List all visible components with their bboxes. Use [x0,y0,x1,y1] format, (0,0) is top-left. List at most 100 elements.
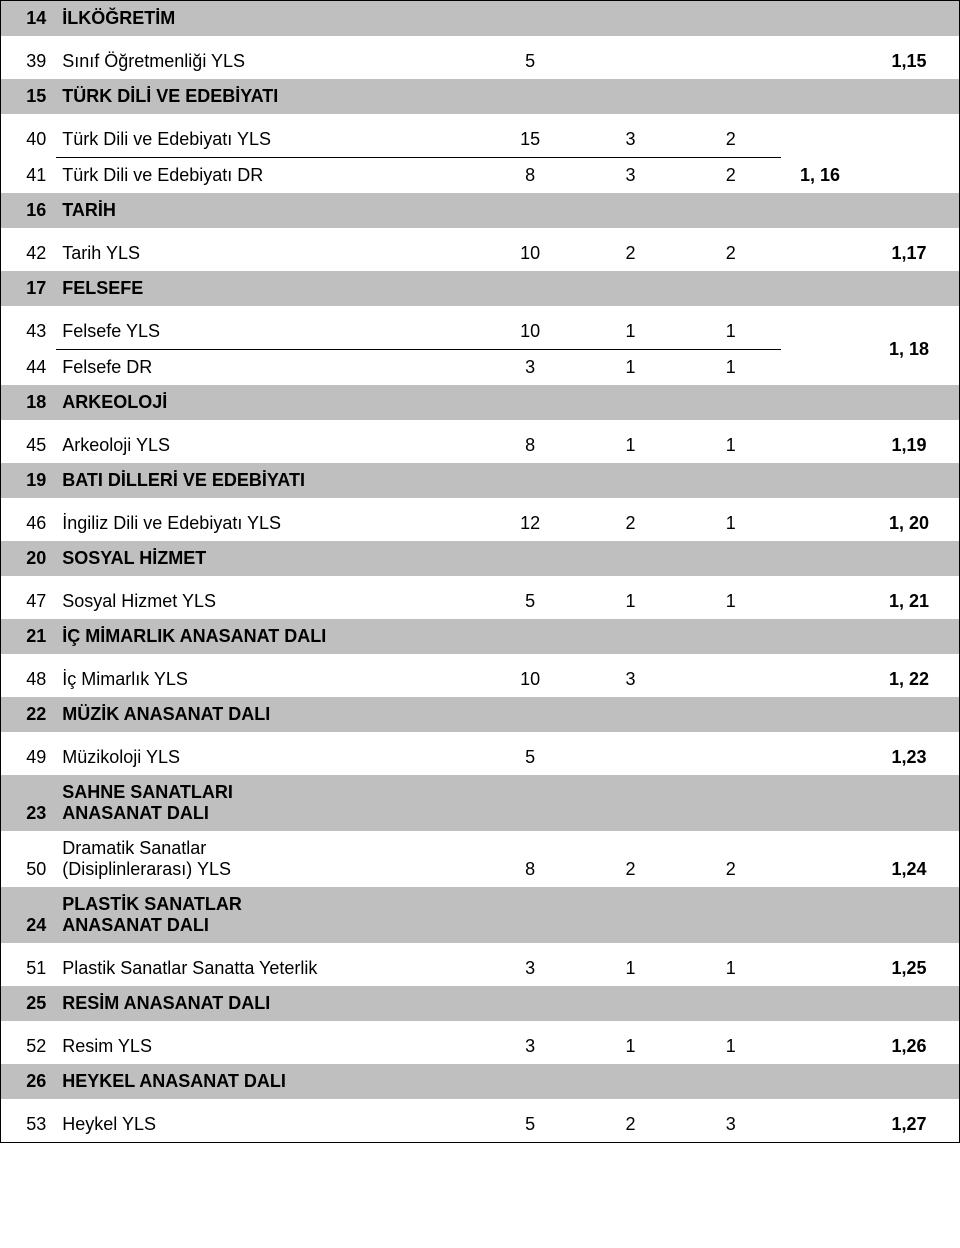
section-header: 24 PLASTİK SANATLAR ANASANAT DALI [1,887,960,943]
section-header: 19 BATI DİLLERİ VE EDEBİYATI [1,463,960,498]
row-v5: 1,15 [859,44,959,79]
row-name: İç Mimarlık YLS [56,662,480,697]
section-num: 15 [1,79,57,114]
row-num: 46 [1,506,57,541]
row-v5: 1,17 [859,236,959,271]
row-num: 43 [1,314,57,350]
row-num: 49 [1,740,57,775]
section-num: 20 [1,541,57,576]
row-v3: 2 [681,122,781,158]
row-v1: 10 [480,314,580,350]
section-title: TÜRK DİLİ VE EDEBİYATI [56,79,959,114]
row-v2: 3 [580,662,680,697]
row-v2: 3 [580,122,680,158]
table-row: 39 Sınıf Öğretmenliği YLS 5 1,15 [1,44,960,79]
row-name: Sosyal Hizmet YLS [56,584,480,619]
table-row: 46 İngiliz Dili ve Edebiyatı YLS 12 2 1 … [1,506,960,541]
section-header: 22 MÜZİK ANASANAT DALI [1,697,960,732]
row-v3: 3 [681,1107,781,1143]
row-num: 39 [1,44,57,79]
row-v2: 3 [580,158,680,194]
table-row: 40 Türk Dili ve Edebiyatı YLS 15 3 2 [1,122,960,158]
section-title: TARİH [56,193,959,228]
row-v1: 8 [480,428,580,463]
row-v1: 10 [480,236,580,271]
row-v3: 1 [681,314,781,350]
row-num: 51 [1,951,57,986]
row-v2: 1 [580,314,680,350]
row-num: 53 [1,1107,57,1143]
row-v3: 1 [681,506,781,541]
row-v2: 2 [580,236,680,271]
row-num: 48 [1,662,57,697]
row-v1: 10 [480,662,580,697]
row-v3: 2 [681,831,781,887]
section-header: 21 İÇ MİMARLIK ANASANAT DALI [1,619,960,654]
row-v5: 1,26 [859,1029,959,1064]
row-v2 [580,44,680,79]
row-v1: 3 [480,951,580,986]
row-v3 [681,44,781,79]
row-v5 [859,122,959,193]
row-num: 40 [1,122,57,158]
row-v1: 8 [480,158,580,194]
row-v3 [681,662,781,697]
section-header: 16 TARİH [1,193,960,228]
row-num: 47 [1,584,57,619]
row-num: 50 [1,831,57,887]
section-title: MÜZİK ANASANAT DALI [56,697,959,732]
row-v2: 1 [580,951,680,986]
row-name: Tarih YLS [56,236,480,271]
section-title: BATI DİLLERİ VE EDEBİYATI [56,463,959,498]
table-row: 43 Felsefe YLS 10 1 1 1, 18 [1,314,960,350]
row-v5: 1,25 [859,951,959,986]
table-row: 42 Tarih YLS 10 2 2 1,17 [1,236,960,271]
row-num: 52 [1,1029,57,1064]
section-title: SAHNE SANATLARI ANASANAT DALI [56,775,959,831]
row-v5: 1,19 [859,428,959,463]
row-v5: 1,23 [859,740,959,775]
section-num: 17 [1,271,57,306]
section-title: RESİM ANASANAT DALI [56,986,959,1021]
row-v3: 2 [681,158,781,194]
row-v3: 1 [681,350,781,386]
row-v1: 5 [480,1107,580,1143]
section-title: SOSYAL HİZMET [56,541,959,576]
section-num: 16 [1,193,57,228]
section-header: 20 SOSYAL HİZMET [1,541,960,576]
row-name: Felsefe DR [56,350,480,386]
row-v3: 1 [681,1029,781,1064]
table-row: 44 Felsefe DR 3 1 1 [1,350,960,386]
row-num: 41 [1,158,57,194]
section-num: 24 [1,887,57,943]
section-num: 22 [1,697,57,732]
section-header: 18 ARKEOLOJİ [1,385,960,420]
section-title: PLASTİK SANATLAR ANASANAT DALI [56,887,959,943]
row-v2 [580,740,680,775]
row-v3: 1 [681,951,781,986]
section-title: HEYKEL ANASANAT DALI [56,1064,959,1099]
section-num: 26 [1,1064,57,1099]
row-name: İngiliz Dili ve Edebiyatı YLS [56,506,480,541]
section-title: ARKEOLOJİ [56,385,959,420]
table-row: 51 Plastik Sanatlar Sanatta Yeterlik 3 1… [1,951,960,986]
table-row: 53 Heykel YLS 5 2 3 1,27 [1,1107,960,1143]
row-v4 [781,44,859,79]
table-row: 50 Dramatik Sanatlar (Disiplinlerarası) … [1,831,960,887]
row-v2: 1 [580,584,680,619]
row-v3 [681,740,781,775]
row-v2: 1 [580,428,680,463]
program-table: 14 İLKÖĞRETİM 39 Sınıf Öğretmenliği YLS … [0,0,960,1143]
row-v1: 5 [480,740,580,775]
row-v2: 1 [580,350,680,386]
row-v1: 8 [480,831,580,887]
section-header: 14 İLKÖĞRETİM [1,1,960,37]
row-v2: 2 [580,506,680,541]
row-v5: 1, 22 [859,662,959,697]
section-header: 15 TÜRK DİLİ VE EDEBİYATI [1,79,960,114]
row-name: Sınıf Öğretmenliği YLS [56,44,480,79]
section-num: 25 [1,986,57,1021]
section-num: 18 [1,385,57,420]
section-num: 23 [1,775,57,831]
section-header: 25 RESİM ANASANAT DALI [1,986,960,1021]
